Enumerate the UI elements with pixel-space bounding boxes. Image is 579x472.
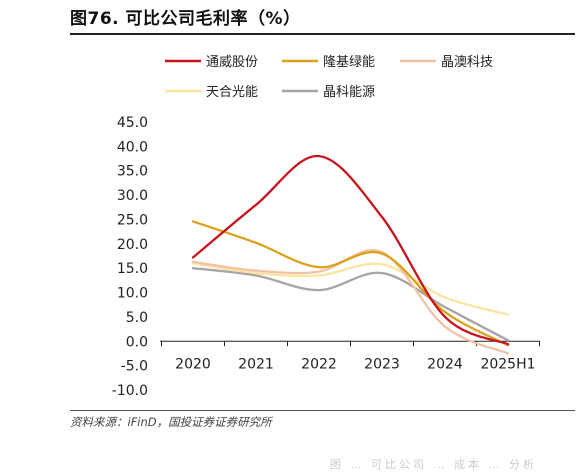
y-tick-label: 30.0 (117, 188, 148, 204)
y-tick-label: 10.0 (117, 286, 148, 302)
y-tick-label: 0.0 (126, 334, 148, 350)
y-tick-label: 40.0 (117, 139, 148, 155)
legend-item: 晶科能源 (282, 85, 375, 100)
series-line-2 (191, 220, 510, 347)
y-tick-label: 20.0 (117, 237, 148, 253)
x-tick-label: 2021 (238, 356, 274, 372)
series-line-4 (191, 262, 510, 316)
legend-label: 天合光能 (206, 85, 258, 100)
legend-item: 晶澳科技 (400, 54, 493, 70)
y-tick-label: 45.0 (117, 115, 148, 131)
y-tick-label: 5.0 (126, 310, 148, 326)
series-line-1 (191, 154, 510, 346)
source-rule (70, 410, 575, 411)
x-tick-label: 2024 (427, 356, 463, 372)
x-tick-label: 2025H1 (480, 356, 535, 372)
legend-item: 隆基绿能 (282, 55, 375, 70)
legend-item: 通威股份 (165, 55, 258, 70)
y-tick-label: -10.0 (112, 383, 148, 399)
legend-label: 晶澳科技 (441, 54, 493, 70)
series-line-5 (191, 267, 510, 342)
y-tick-label: 25.0 (117, 212, 148, 228)
source-note: 资料来源：iFinD，国投证券证券研究所 (70, 415, 272, 429)
series-lines (191, 154, 510, 355)
x-axis: 2020 2021 2022 2023 2024 2025H1 (161, 341, 540, 372)
x-tick-label: 2022 (301, 356, 337, 372)
x-tick-label: 2020 (175, 356, 211, 372)
series-line-3 (191, 249, 510, 355)
legend-label: 晶科能源 (323, 85, 375, 100)
x-tick-label: 2023 (364, 356, 400, 372)
footer-text: 图 … 可比公司 … 成本 … 分析 (330, 458, 537, 471)
legend-label: 通威股份 (206, 55, 258, 70)
y-tick-label: -5.0 (121, 359, 148, 375)
y-axis: 45.0 40.0 35.0 30.0 25.0 20.0 15.0 10.0 5.0 0.0 -5… (112, 115, 540, 399)
y-tick-label: 35.0 (117, 164, 148, 180)
legend-item: 天合光能 (165, 85, 258, 100)
chart-title: 图76. 可比公司毛利率（%） (70, 9, 301, 29)
legend-label: 隆基绿能 (323, 55, 375, 70)
y-tick-label: 15.0 (117, 261, 148, 277)
title-rule (70, 33, 575, 35)
